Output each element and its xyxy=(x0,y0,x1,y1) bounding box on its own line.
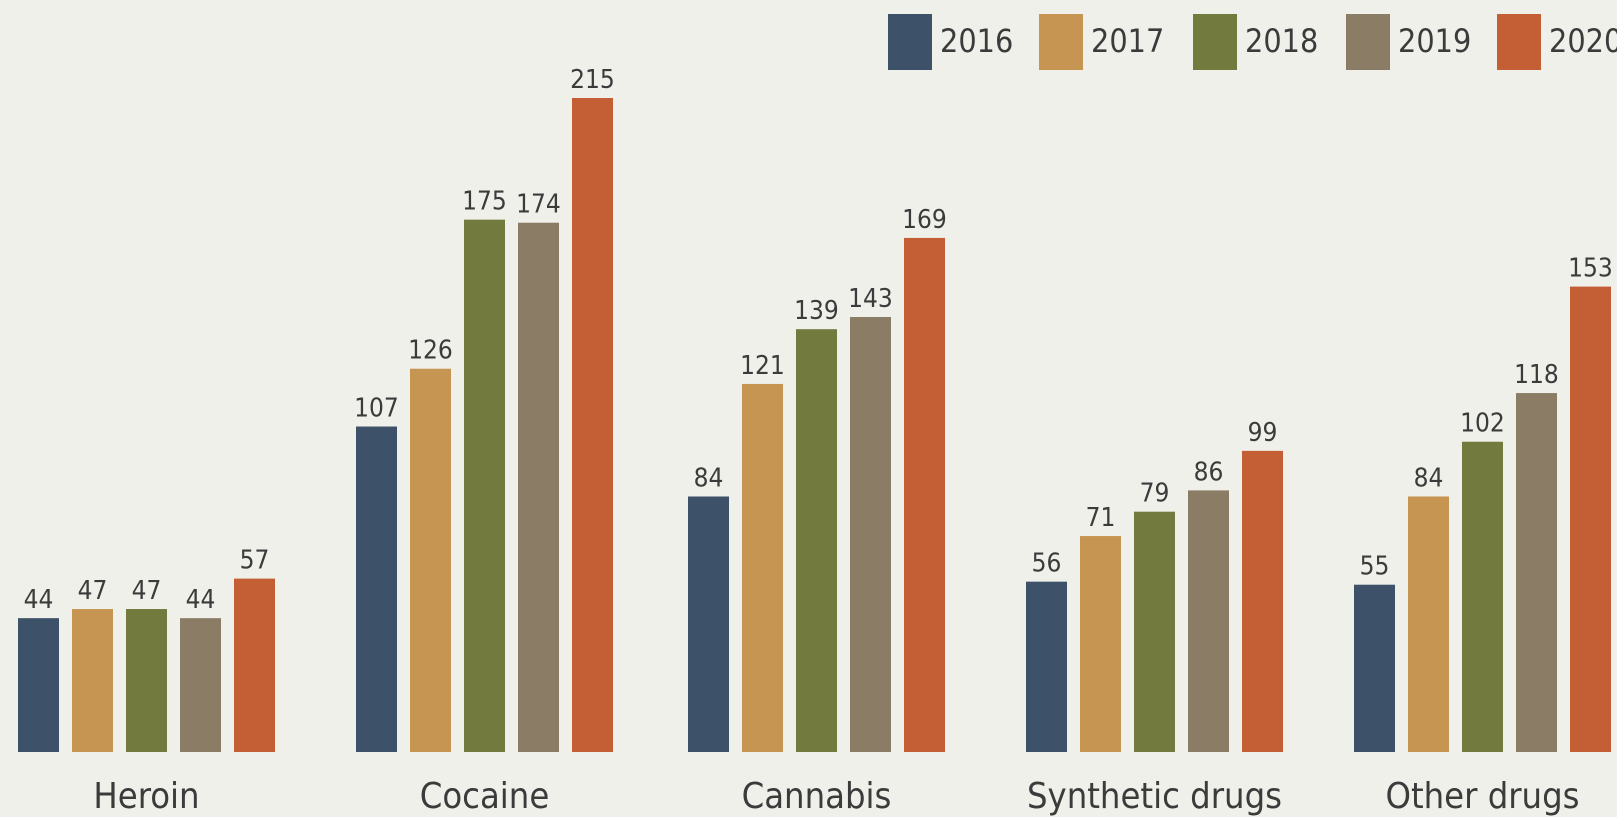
bar-synthetic-drugs-2018 xyxy=(1134,511,1175,752)
legend-label-2019: 2019 xyxy=(1398,22,1471,60)
category-label-other-drugs: Other drugs xyxy=(1385,776,1579,817)
bar-heroin-2017 xyxy=(72,609,113,752)
value-label-synthetic-drugs-2019: 86 xyxy=(1194,457,1224,487)
bar-synthetic-drugs-2019 xyxy=(1188,490,1229,752)
value-label-synthetic-drugs-2018: 79 xyxy=(1140,479,1170,509)
bar-heroin-2018 xyxy=(126,609,167,752)
bar-heroin-2020 xyxy=(234,578,275,752)
value-label-other-drugs-2018: 102 xyxy=(1460,409,1505,439)
legend-swatch-2019 xyxy=(1346,14,1390,70)
value-label-heroin-2018: 47 xyxy=(132,576,162,606)
value-label-cocaine-2020: 215 xyxy=(570,65,615,95)
legend-label-2016: 2016 xyxy=(940,22,1013,60)
bar-synthetic-drugs-2016 xyxy=(1026,581,1067,752)
category-label-synthetic-drugs: Synthetic drugs xyxy=(1027,776,1282,817)
bar-cocaine-2017 xyxy=(410,368,451,752)
value-label-cannabis-2019: 143 xyxy=(848,284,893,314)
bar-cannabis-2020 xyxy=(904,237,945,752)
category-label-cocaine: Cocaine xyxy=(420,776,550,817)
value-label-cocaine-2017: 126 xyxy=(408,336,453,366)
bar-cocaine-2020 xyxy=(572,98,613,752)
bar-cannabis-2017 xyxy=(742,383,783,752)
bar-other-drugs-2016 xyxy=(1354,584,1395,752)
value-label-other-drugs-2019: 118 xyxy=(1514,360,1559,390)
bar-cannabis-2019 xyxy=(850,317,891,752)
value-label-cocaine-2019: 174 xyxy=(516,190,561,220)
value-label-cannabis-2018: 139 xyxy=(794,296,839,326)
bar-area xyxy=(18,98,1611,752)
legend-swatch-2018 xyxy=(1193,14,1237,70)
bar-cocaine-2019 xyxy=(518,222,559,752)
bar-heroin-2016 xyxy=(18,618,59,752)
value-label-cocaine-2016: 107 xyxy=(354,394,399,424)
bar-other-drugs-2020 xyxy=(1570,286,1611,752)
bar-other-drugs-2019 xyxy=(1516,393,1557,752)
bar-synthetic-drugs-2017 xyxy=(1080,536,1121,752)
category-label-cannabis: Cannabis xyxy=(742,776,892,817)
legend-label-2017: 2017 xyxy=(1091,22,1164,60)
bar-heroin-2019 xyxy=(180,618,221,752)
value-label-heroin-2020: 57 xyxy=(240,546,270,576)
legend-swatch-2020 xyxy=(1497,14,1541,70)
value-label-heroin-2017: 47 xyxy=(78,576,108,606)
value-label-cannabis-2016: 84 xyxy=(694,463,724,493)
bar-cocaine-2018 xyxy=(464,219,505,752)
bar-other-drugs-2017 xyxy=(1408,496,1449,752)
legend-swatch-2016 xyxy=(888,14,932,70)
value-label-other-drugs-2020: 153 xyxy=(1568,254,1613,284)
category-labels: Heroin Cocaine Cannabis Synthetic drugs Othe… xyxy=(93,776,1579,817)
bar-other-drugs-2018 xyxy=(1462,441,1503,752)
legend-label-2018: 2018 xyxy=(1245,22,1318,60)
legend-swatch-2017 xyxy=(1039,14,1083,70)
bar-cannabis-2018 xyxy=(796,329,837,752)
value-label-cannabis-2017: 121 xyxy=(740,351,785,381)
value-label-other-drugs-2016: 55 xyxy=(1360,552,1390,582)
value-label-other-drugs-2017: 84 xyxy=(1414,463,1444,493)
value-label-heroin-2016: 44 xyxy=(24,585,54,615)
legend: 2016 2017 2018 2019 2020 xyxy=(888,14,1617,70)
bar-synthetic-drugs-2020 xyxy=(1242,450,1283,752)
value-labels: 44 47 47 44 57 107 126 175 174 215 84 121 139 143 169 5… xyxy=(24,65,1613,615)
value-label-synthetic-drugs-2017: 71 xyxy=(1086,503,1116,533)
value-label-heroin-2019: 44 xyxy=(186,585,216,615)
value-label-cocaine-2018: 175 xyxy=(462,187,507,217)
bar-cannabis-2016 xyxy=(688,496,729,752)
legend-label-2020: 2020 xyxy=(1549,22,1617,60)
value-label-synthetic-drugs-2016: 56 xyxy=(1032,549,1062,579)
category-label-heroin: Heroin xyxy=(93,776,199,817)
bar-cocaine-2016 xyxy=(356,426,397,752)
value-label-synthetic-drugs-2020: 99 xyxy=(1248,418,1278,448)
value-label-cannabis-2020: 169 xyxy=(902,205,947,235)
